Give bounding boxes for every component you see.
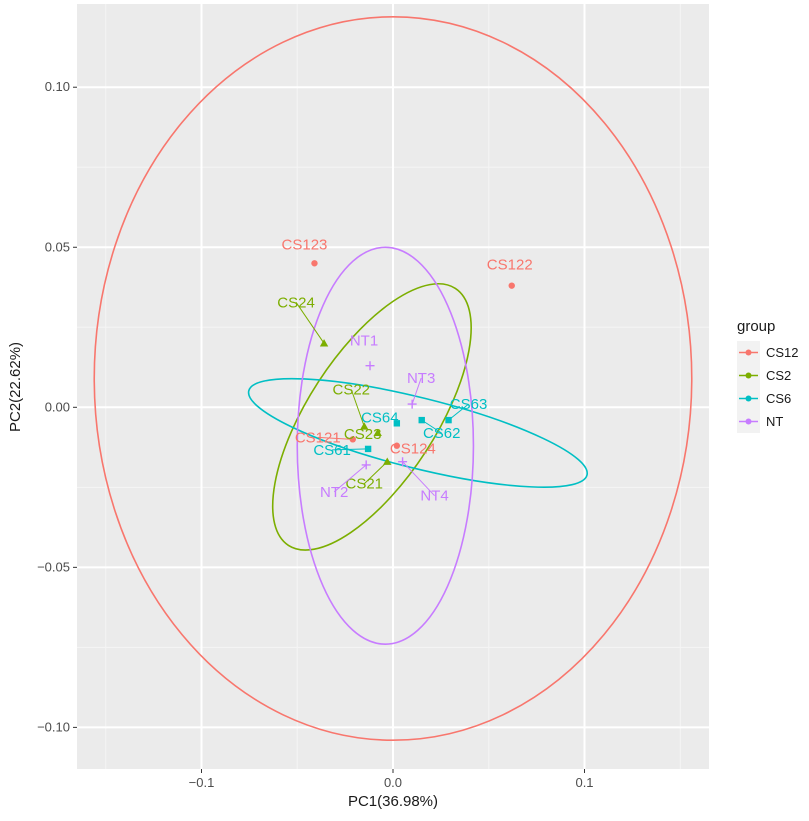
y-tick-label: 0.05 — [45, 239, 70, 254]
legend: group CS12 CS2 CS6 NT — [737, 318, 799, 433]
label-cs21: CS21 — [345, 476, 383, 493]
ellipse-cs6 — [247, 377, 589, 488]
label-cs121: CS121 — [295, 429, 341, 446]
label-leader — [421, 419, 442, 434]
point-cs63 — [445, 416, 452, 424]
legend-dot-nt — [745, 418, 752, 425]
point-cs124 — [393, 442, 401, 449]
label-nt1: NT1 — [350, 333, 378, 350]
point-nt1 — [365, 361, 375, 371]
y-axis-ticks: −0.10 −0.05 0.00 0.05 0.10 — [37, 79, 77, 734]
x-tick-label: 0.0 — [384, 775, 402, 790]
legend-label-cs12: CS12 — [766, 345, 799, 360]
label-cs23: CS23 — [344, 426, 382, 443]
legend-dot-cs2 — [745, 372, 752, 379]
label-leader — [350, 389, 365, 427]
label-leader — [411, 377, 422, 405]
label-leader — [363, 461, 388, 485]
point-cs122 — [508, 282, 515, 289]
label-nt2: NT2 — [320, 484, 348, 501]
ellipse-cs2 — [271, 282, 472, 551]
label-cs124: CS124 — [390, 441, 436, 458]
point-labels: CS121 CS122 CS123 CS124 CS21 CS22 CS23 CS24 CS61… — [277, 236, 532, 504]
label-cs62: CS62 — [423, 425, 461, 442]
label-leader — [402, 461, 435, 497]
y-tick-label: 0.00 — [45, 399, 70, 414]
point-cs123 — [311, 260, 318, 267]
x-tick-label: 0.1 — [575, 775, 593, 790]
ellipse-cs12 — [93, 16, 693, 741]
confidence-ellipses — [93, 16, 693, 741]
label-leader — [317, 436, 353, 440]
label-leader — [333, 464, 367, 493]
point-cs23 — [373, 428, 382, 437]
label-cs61: CS61 — [313, 442, 351, 459]
y-axis-title: PC2(22.62%) — [7, 342, 24, 432]
x-axis-title: PC1(36.98%) — [348, 793, 438, 810]
y-tick-label: 0.10 — [45, 79, 70, 94]
label-leader — [332, 448, 369, 451]
label-leader — [448, 403, 469, 421]
legend-label-cs2: CS2 — [766, 368, 791, 383]
legend-label-cs6: CS6 — [766, 391, 791, 406]
label-cs123: CS123 — [282, 236, 328, 253]
label-leader — [295, 302, 325, 344]
label-nt3: NT3 — [407, 370, 435, 387]
point-cs64 — [393, 420, 401, 427]
label-cs24: CS24 — [277, 294, 315, 311]
label-cs63: CS63 — [450, 396, 488, 413]
label-cs22: CS22 — [333, 382, 371, 399]
label-cs64: CS64 — [361, 409, 399, 426]
y-tick-label: −0.05 — [37, 559, 70, 574]
x-axis-ticks: −0.1 0.0 0.1 — [189, 769, 594, 790]
legend-label-nt: NT — [766, 414, 783, 429]
point-nt3 — [407, 399, 417, 409]
x-tick-label: −0.1 — [189, 775, 215, 790]
ellipse-nt — [296, 246, 475, 645]
y-tick-label: −0.10 — [37, 719, 70, 734]
legend-dot-cs12 — [745, 349, 752, 356]
label-cs122: CS122 — [487, 257, 533, 274]
label-nt4: NT4 — [420, 488, 448, 505]
legend-title: group — [737, 318, 775, 335]
point-cs21 — [383, 457, 392, 465]
legend-dot-cs6 — [745, 395, 752, 402]
